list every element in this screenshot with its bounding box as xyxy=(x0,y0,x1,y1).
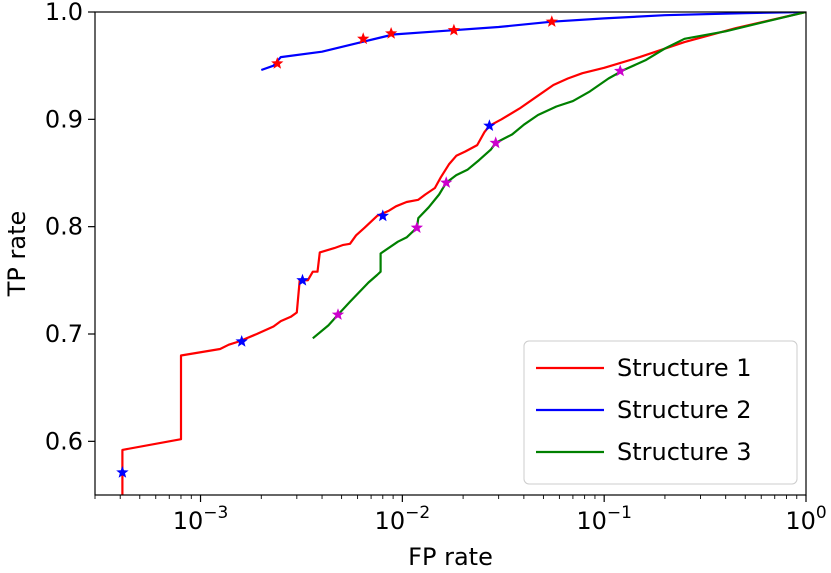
marker-layer xyxy=(116,15,627,478)
x-tick-label: 10−1 xyxy=(576,503,632,535)
series-1-marker-1 xyxy=(116,466,129,478)
series-line-3 xyxy=(312,12,806,340)
series-3-marker-2 xyxy=(410,221,423,233)
y-axis-label: TP rate xyxy=(3,211,31,298)
y-tick-label: 0.9 xyxy=(45,105,83,133)
plot-frame xyxy=(94,11,807,496)
x-axis-label: FP rate xyxy=(408,543,493,571)
series-2-marker-1 xyxy=(271,57,284,69)
y-tick-label: 1.0 xyxy=(45,0,83,26)
series-2-marker-2 xyxy=(357,32,370,45)
legend: Structure 1 Structure 2 Structure 3 xyxy=(523,340,798,485)
series-1-marker-2 xyxy=(235,335,248,347)
x-tick-label: 100 xyxy=(785,503,826,535)
series-1-marker-4 xyxy=(376,209,389,222)
y-tick-label: 0.6 xyxy=(45,427,83,455)
y-tick-label: 0.8 xyxy=(45,213,83,241)
y-axis-ticks: 0.6 0.7 0.8 0.9 1.0 xyxy=(45,0,95,455)
series-line-1 xyxy=(121,12,806,495)
series-3-marker-1 xyxy=(331,308,345,320)
series-2-marker-3 xyxy=(385,27,398,39)
x-axis-ticks: 10−3 10−2 10−1 100 xyxy=(94,495,827,535)
series-3-marker-4 xyxy=(489,136,502,149)
series-3-marker-5 xyxy=(614,64,627,77)
legend-label-2: Structure 2 xyxy=(617,396,752,424)
x-tick-label: 10−3 xyxy=(173,503,229,535)
legend-box xyxy=(523,340,798,485)
x-tick-label: 10−2 xyxy=(375,503,431,535)
series-1-marker-3 xyxy=(296,273,309,286)
legend-label-1: Structure 1 xyxy=(617,354,752,382)
series-layer xyxy=(121,12,806,495)
legend-label-3: Structure 3 xyxy=(617,438,752,466)
series-line-2 xyxy=(260,12,806,72)
series-2-marker-5 xyxy=(545,15,558,27)
series-1-marker-5 xyxy=(483,119,496,131)
y-tick-label: 0.7 xyxy=(45,320,83,348)
series-2-marker-4 xyxy=(447,23,461,36)
series-3-marker-3 xyxy=(440,176,453,188)
